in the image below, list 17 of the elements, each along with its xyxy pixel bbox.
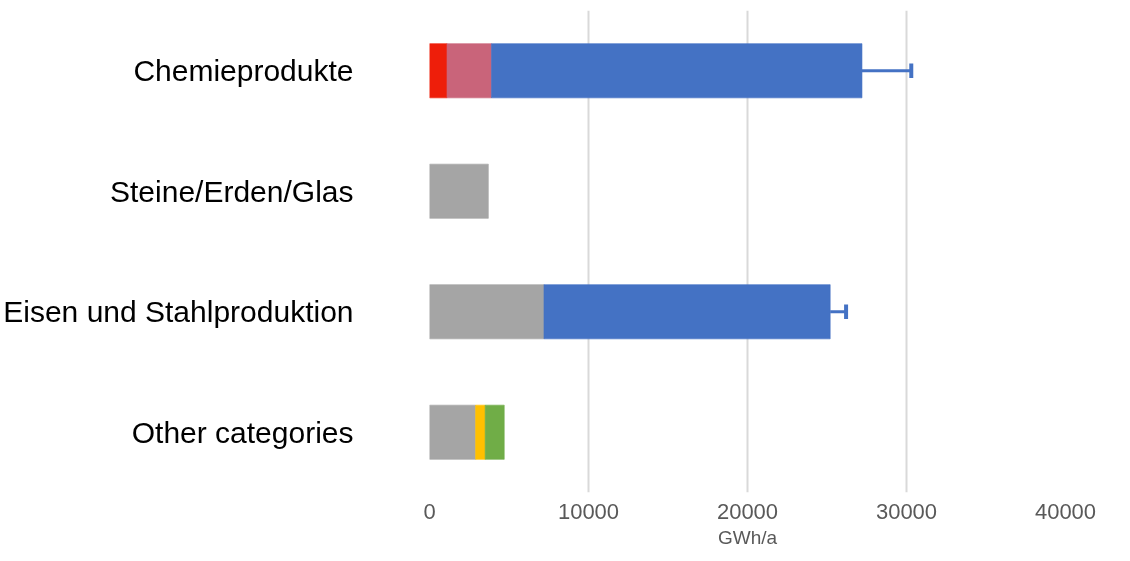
y-tick-label: Chemieprodukte <box>133 54 354 88</box>
bar <box>475 404 486 460</box>
bar <box>429 43 448 99</box>
x-axis-title: GWh/a <box>717 526 778 548</box>
y-tick-label: Steine/Erden/Glas <box>110 174 354 208</box>
x-tick-label: 10000 <box>557 498 620 524</box>
y-tick-label: Other categories <box>131 415 354 449</box>
bar <box>429 284 545 340</box>
y-tick-label: Eisen und Stahlproduktion <box>3 295 354 329</box>
bar <box>429 404 477 460</box>
bar <box>484 404 505 460</box>
bar <box>429 163 489 219</box>
x-tick-label: 40000 <box>1034 498 1097 524</box>
x-tick-label: 20000 <box>716 498 779 524</box>
x-tick-label: 0 <box>423 498 436 524</box>
x-tick-label: 30000 <box>875 498 938 524</box>
bar <box>446 43 493 99</box>
